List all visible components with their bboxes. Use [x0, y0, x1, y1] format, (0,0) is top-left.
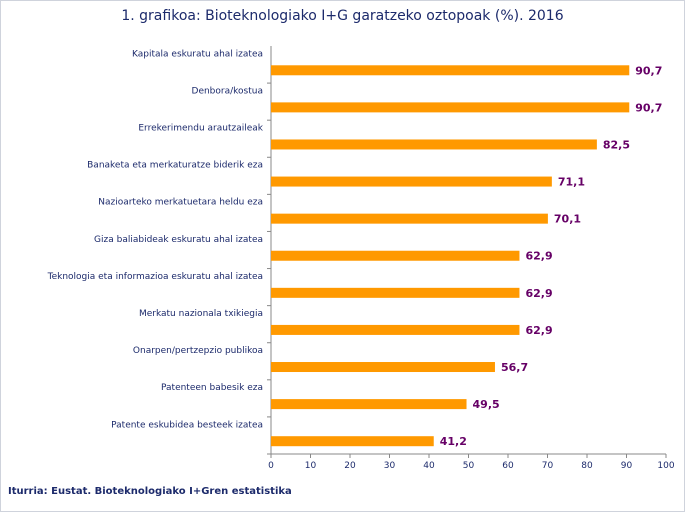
value-label: 41,2	[440, 435, 467, 448]
x-tick-label: 20	[344, 461, 356, 471]
category-label: Banaketa eta merkaturatze biderik eza	[87, 161, 263, 171]
chart-title: 1. grafikoa: Bioteknologiako I+G garatze…	[121, 8, 564, 24]
x-tick-label: 30	[384, 461, 396, 471]
value-label: 90,7	[635, 64, 662, 77]
x-tick-label: 70	[542, 461, 554, 471]
bar	[271, 139, 597, 150]
category-label: Nazioarteko merkatuetara heldu eza	[98, 198, 263, 208]
bar	[271, 287, 520, 298]
x-tick-label: 50	[463, 461, 475, 471]
bar	[271, 436, 434, 447]
x-tick-label: 80	[581, 461, 593, 471]
value-label: 56,7	[501, 361, 528, 374]
value-label: 62,9	[525, 287, 552, 300]
bar	[271, 250, 520, 261]
bar	[271, 362, 495, 373]
bar	[271, 399, 467, 410]
x-tick-label: 100	[657, 461, 674, 471]
category-label: Onarpen/pertzepzio publikoa	[133, 346, 263, 356]
x-tick-label: 60	[502, 461, 514, 471]
value-label: 82,5	[603, 138, 630, 151]
value-label: 90,7	[635, 101, 662, 114]
bar	[271, 324, 520, 335]
x-tick-label: 90	[621, 461, 633, 471]
category-label: Kapitala eskuratu ahal izatea	[132, 49, 263, 59]
value-label: 70,1	[554, 213, 581, 226]
value-label: 62,9	[525, 324, 552, 337]
source-note: Iturria: Eustat. Bioteknologiako I+Gren …	[8, 486, 292, 497]
value-label: 71,1	[558, 176, 585, 189]
value-label: 62,9	[525, 250, 552, 263]
x-tick-label: 10	[305, 461, 317, 471]
bar	[271, 102, 630, 113]
x-tick-label: 0	[268, 461, 274, 471]
value-label: 49,5	[473, 398, 500, 411]
category-label: Errekerimendu arautzaileak	[138, 124, 263, 134]
category-label: Teknologia eta informazioa eskuratu ahal…	[47, 272, 263, 282]
category-label: Patenteen babesik eza	[161, 383, 263, 393]
category-label: Giza baliabideak eskuratu ahal izatea	[94, 235, 263, 245]
bar	[271, 176, 552, 187]
category-label: Patente eskubidea besteek izatea	[111, 420, 263, 430]
category-label: Merkatu nazionala txikiegia	[139, 309, 263, 319]
category-label: Denbora/kostua	[192, 86, 263, 96]
bar	[271, 65, 630, 76]
x-tick-label: 40	[423, 461, 435, 471]
bar	[271, 213, 548, 224]
